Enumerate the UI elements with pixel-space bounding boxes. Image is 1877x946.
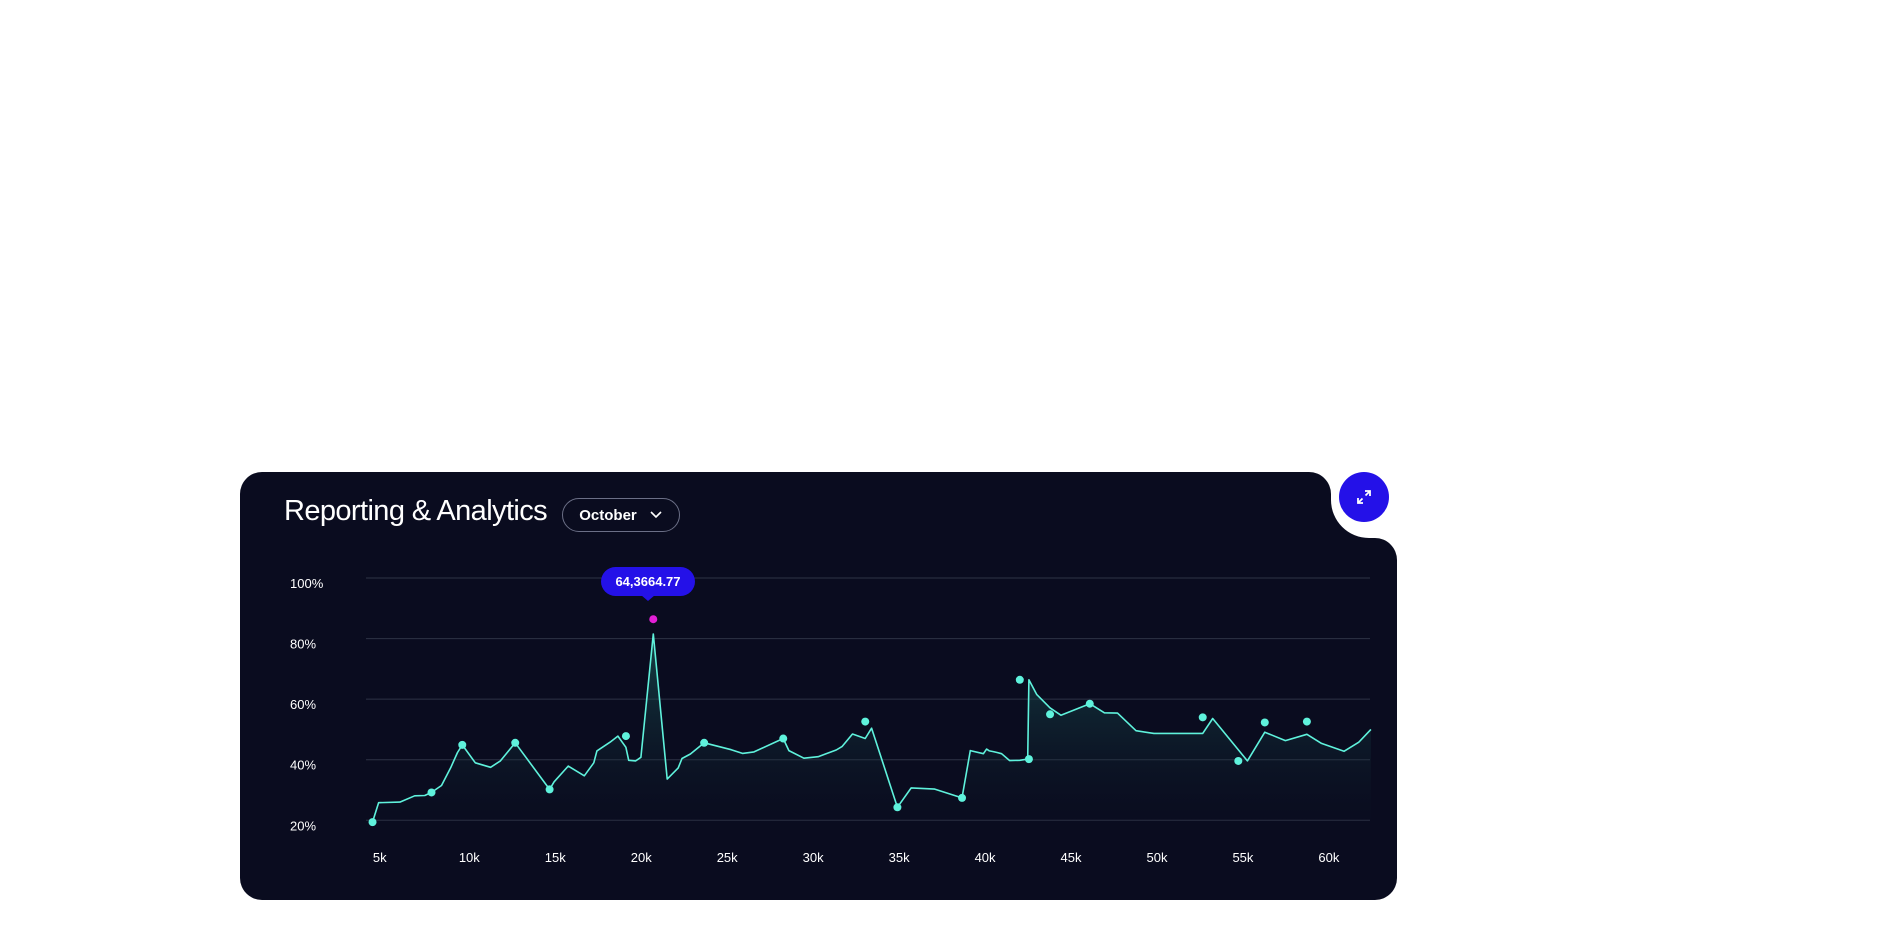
y-tick-label: 40% [290,758,316,773]
data-point[interactable] [458,740,467,749]
x-tick-label: 5k [373,850,387,865]
data-point[interactable] [1234,756,1243,765]
data-point[interactable] [700,738,709,747]
series-area [372,634,1371,830]
x-tick-label: 45k [1061,850,1082,865]
x-tick-label: 15k [545,850,566,865]
data-point[interactable] [427,788,436,797]
x-tick-label: 55k [1232,850,1253,865]
x-tick-label: 20k [631,850,652,865]
data-point[interactable] [1302,717,1311,726]
data-point[interactable] [893,803,902,812]
expand-button[interactable] [1339,472,1389,522]
y-tick-label: 20% [290,818,316,833]
y-axis: 20% 40% 60% 80% 100% [290,576,324,833]
data-point[interactable] [1198,713,1207,722]
data-point[interactable] [779,734,788,743]
data-point[interactable] [958,793,967,802]
y-tick-label: 60% [290,697,316,712]
tooltip-arrow [641,595,655,601]
month-select-label: October [579,506,637,524]
data-point[interactable] [1085,699,1094,708]
value-tooltip: 64,3664.77 [601,567,695,596]
x-tick-label: 25k [717,850,738,865]
data-markers [368,675,1311,827]
data-point[interactable] [621,732,630,741]
series-line [371,633,1372,823]
data-point[interactable] [1046,710,1055,719]
x-axis: 5k 10k 15k 20k 25k 30k 35k 40k 45k 50k 55k 60k [373,850,1340,865]
data-point[interactable] [368,818,377,827]
expand-arrows-icon [1357,490,1371,504]
y-tick-label: 100% [290,576,324,591]
data-point[interactable] [1015,675,1024,684]
x-tick-label: 30k [803,850,824,865]
month-select[interactable]: October [562,498,680,532]
data-point[interactable] [1260,718,1269,727]
data-point[interactable] [861,717,870,726]
card-background [240,472,1397,900]
x-tick-label: 35k [889,850,910,865]
chevron-down-icon [650,511,662,519]
y-tick-label: 80% [290,637,316,652]
page-title: Reporting & Analytics [284,495,548,527]
x-tick-label: 60k [1318,850,1339,865]
data-point[interactable] [545,785,554,794]
data-point[interactable] [1024,755,1033,764]
data-point[interactable] [511,738,520,747]
x-tick-label: 50k [1147,850,1168,865]
x-tick-label: 10k [459,850,480,865]
highlight-point[interactable] [649,615,658,624]
x-tick-label: 40k [975,850,996,865]
